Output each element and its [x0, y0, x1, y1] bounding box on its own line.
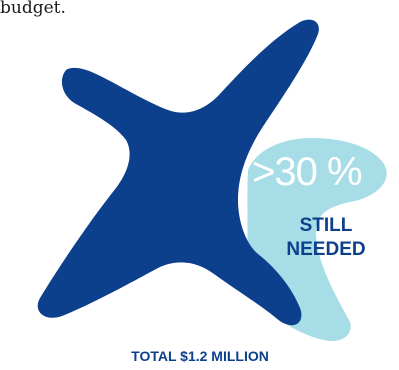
still-needed-label-line1: STILL — [299, 215, 353, 236]
intro-text-fragment: budget. — [0, 0, 66, 18]
still-needed-label-line2: NEEDED — [286, 239, 366, 260]
raised-area — [37, 19, 319, 326]
percent-label: >30 % — [252, 150, 363, 194]
total-label: TOTAL $1.2 MILLION — [131, 348, 269, 364]
